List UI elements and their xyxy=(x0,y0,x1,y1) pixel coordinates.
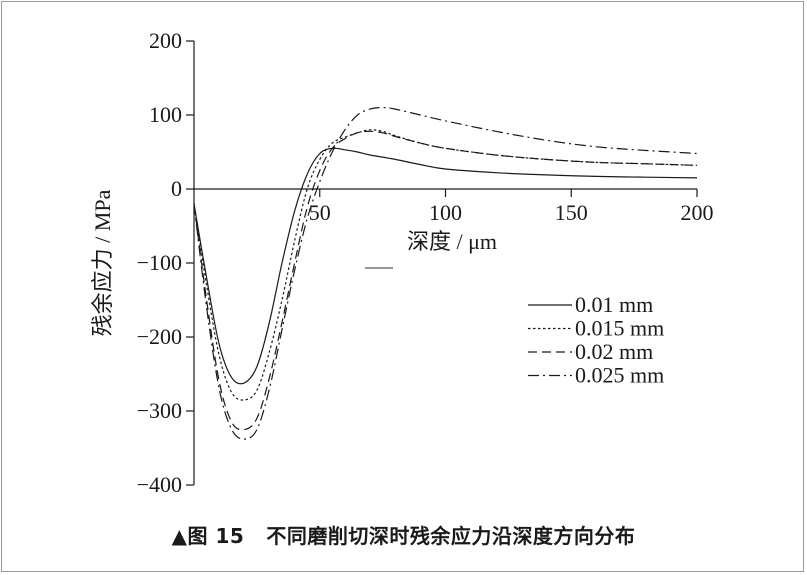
y-tick-label: 100 xyxy=(149,102,182,127)
legend: 0.01 mm0.015 mm0.02 mm0.025 mm xyxy=(528,292,664,388)
x-tick-label: 50 xyxy=(309,200,331,225)
x-tick-label: 200 xyxy=(681,200,714,225)
axes xyxy=(193,41,697,485)
x-tick-label: 150 xyxy=(555,200,588,225)
tick-marks xyxy=(186,40,698,486)
x-tick-label: 100 xyxy=(429,200,462,225)
legend-label-1: 0.01 mm xyxy=(575,292,653,317)
y-tick-label: −300 xyxy=(137,398,182,423)
legend-label-2: 0.015 mm xyxy=(575,316,664,341)
y-tick-label: 0 xyxy=(171,176,182,201)
residual-stress-chart: 200 100 0 −100 −200 −300 −400 50 100 150 200 0.01 … xyxy=(90,28,714,497)
series-line-3 xyxy=(193,130,698,431)
legend-label-4: 0.025 mm xyxy=(575,363,664,388)
tick-labels: 200 100 0 −100 −200 −300 −400 50 100 150 200 xyxy=(137,28,714,497)
x-axis-label: 深度 / μm xyxy=(407,229,497,254)
figure-caption: ▲图 15 不同磨削切深时残余应力沿深度方向分布 xyxy=(0,520,807,549)
caption-marker: ▲图 15 xyxy=(171,524,245,548)
y-tick-label: −100 xyxy=(137,250,182,275)
y-tick-label: −400 xyxy=(137,472,182,497)
caption-text: 不同磨削切深时残余应力沿深度方向分布 xyxy=(266,524,636,548)
series-line-4 xyxy=(193,106,698,440)
y-tick-label: 200 xyxy=(149,28,182,53)
series-line-2 xyxy=(193,129,698,401)
y-tick-label: −200 xyxy=(137,324,182,349)
legend-label-3: 0.02 mm xyxy=(575,339,653,364)
y-axis-label: 残余应力 / MPa xyxy=(90,189,115,336)
series-lines xyxy=(193,106,698,440)
